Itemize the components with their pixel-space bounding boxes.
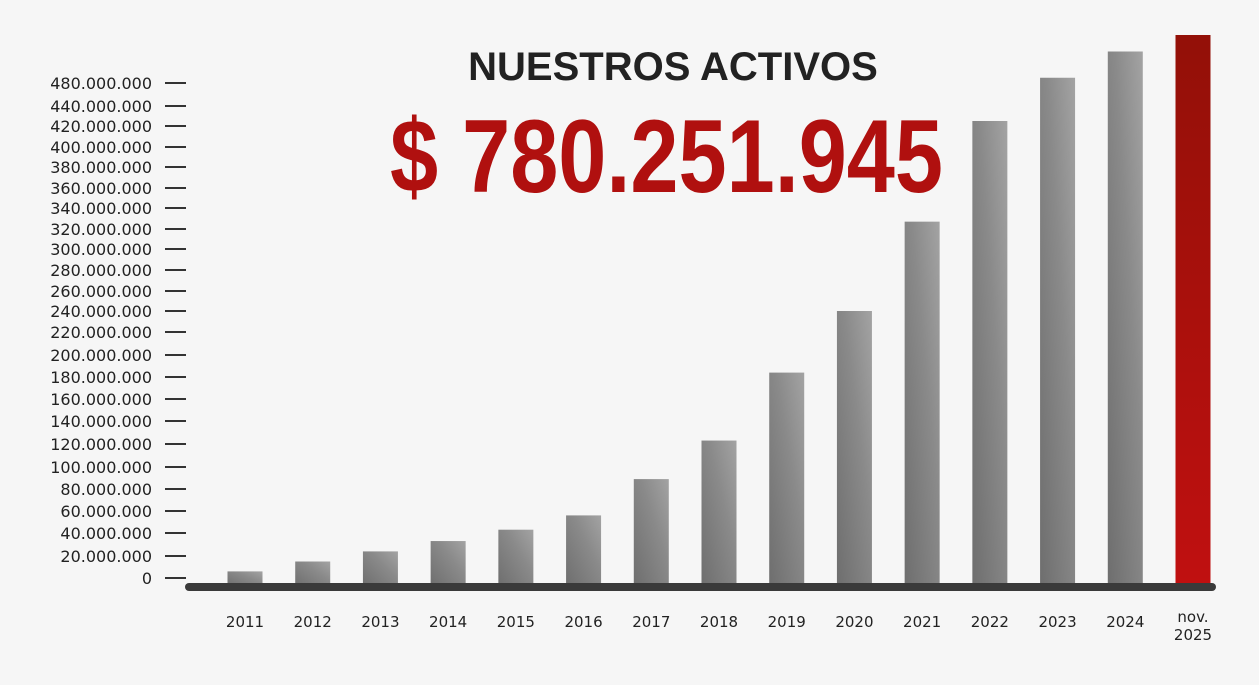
chart-title: NUESTROS ACTIVOS (468, 45, 878, 89)
x-tick-label: 2014 (429, 613, 467, 631)
bar (769, 372, 805, 586)
bar (430, 541, 466, 586)
y-tick-label: 480.000.000 (50, 74, 152, 93)
x-tick-label: 2023 (1038, 613, 1076, 631)
bar (1040, 77, 1076, 586)
bar (904, 221, 940, 586)
y-tick-label: 120.000.000 (50, 435, 152, 454)
bar (972, 121, 1008, 586)
x-tick-label: 2022 (971, 613, 1009, 631)
bar (566, 515, 602, 586)
y-tick-label: 100.000.000 (50, 458, 152, 477)
y-tick-label: 280.000.000 (50, 261, 152, 280)
bar (1107, 51, 1143, 586)
y-tick-label: 140.000.000 (50, 412, 152, 431)
bar (498, 529, 534, 586)
bar (701, 440, 737, 586)
x-tick-label: 2017 (632, 613, 670, 631)
y-tick-label: 400.000.000 (50, 138, 152, 157)
bar (295, 561, 331, 586)
x-tick-label: nov. 2025 (1174, 608, 1212, 644)
bars (227, 35, 1211, 586)
x-tick-label: 2024 (1106, 613, 1144, 631)
y-axis: 0 20.000.000 40.000.000 60.000.000 80.000.00… (50, 74, 186, 588)
x-tick-label: 2011 (226, 613, 264, 631)
y-tick-label: 300.000.000 (50, 240, 152, 259)
y-tick-label: 0 (142, 569, 152, 588)
bar (227, 571, 263, 586)
y-tick-label: 380.000.000 (50, 158, 152, 177)
bar (362, 551, 398, 586)
y-tick-label: 160.000.000 (50, 390, 152, 409)
x-tick-label: 2012 (294, 613, 332, 631)
y-tick-label: 320.000.000 (50, 220, 152, 239)
x-tick-label: 2019 (768, 613, 806, 631)
y-tick-label: 20.000.000 (60, 547, 152, 566)
y-tick-label: 60.000.000 (60, 502, 152, 521)
y-tick-label: 340.000.000 (50, 199, 152, 218)
x-tick-label: 2015 (497, 613, 535, 631)
y-tick-label: 220.000.000 (50, 323, 152, 342)
total-assets-value: $ 780.251.945 (390, 99, 943, 215)
y-tick-label: 180.000.000 (50, 368, 152, 387)
x-tick-label: 2013 (361, 613, 399, 631)
bar-highlight (1175, 35, 1211, 586)
x-tick-label: 2021 (903, 613, 941, 631)
bar (633, 479, 669, 586)
x-tick-label: 2020 (835, 613, 873, 631)
y-tick-label: 260.000.000 (50, 282, 152, 301)
x-tick-label: 2018 (700, 613, 738, 631)
y-tick-label: 360.000.000 (50, 179, 152, 198)
bar (836, 311, 872, 586)
x-tick-label: 2016 (564, 613, 602, 631)
x-axis: 2011 2012 2013 2014 2015 2016 2017 2018 2019 2020… (226, 608, 1212, 644)
y-tick-label: 200.000.000 (50, 346, 152, 365)
y-tick-label: 420.000.000 (50, 117, 152, 136)
y-tick-label: 440.000.000 (50, 97, 152, 116)
y-tick-label: 40.000.000 (60, 524, 152, 543)
y-tick-label: 80.000.000 (60, 480, 152, 499)
y-tick-label: 240.000.000 (50, 302, 152, 321)
